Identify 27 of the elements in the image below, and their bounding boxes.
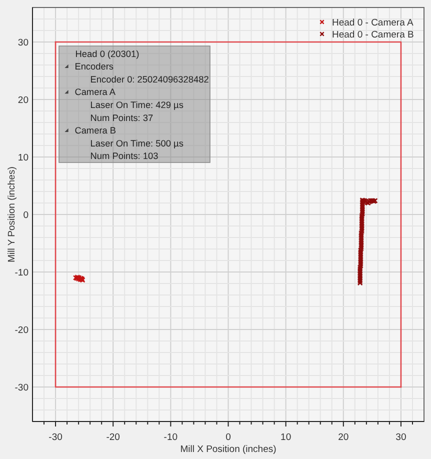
annotation: Laser On Time: 429 µs [90, 100, 184, 110]
y-tick-label: -30 [14, 382, 28, 394]
y-tick-label: 10 [18, 152, 28, 164]
annotation: Head 0 (20301) [75, 48, 140, 59]
annotation: Laser On Time: 500 µs [90, 138, 184, 148]
x-tick-label: 30 [396, 432, 406, 443]
annotation: Camera A [74, 87, 116, 98]
y-tick-label: -10 [14, 267, 28, 278]
y-axis-title: Mill Y Position (inches) [6, 166, 18, 262]
annotation: Camera B [74, 126, 116, 136]
legend-label: Head 0 - Camera B [332, 29, 414, 40]
x-tick-label: -30 [48, 432, 62, 443]
y-tick-label: 20 [18, 94, 28, 106]
annotation: Num Points: 103 [90, 151, 158, 162]
y-tick-label: 0 [23, 210, 28, 221]
x-tick-label: -10 [164, 432, 178, 443]
y-tick-label: -20 [14, 324, 28, 336]
x-tick-label: -20 [106, 432, 120, 443]
x-tick-label: 10 [280, 432, 292, 443]
legend-label: Head 0 - Camera A [332, 17, 414, 28]
x-tick-label: 0 [226, 432, 231, 443]
x-axis-title: Mill X Position (inches) [180, 444, 276, 455]
y-tick-label: 30 [18, 37, 28, 48]
annotation: Encoder 0: 25024096328482 [90, 74, 209, 84]
annotation: Num Points: 37 [90, 112, 154, 123]
annotation: Encoders [74, 62, 114, 72]
x-tick-label: 20 [338, 432, 349, 443]
